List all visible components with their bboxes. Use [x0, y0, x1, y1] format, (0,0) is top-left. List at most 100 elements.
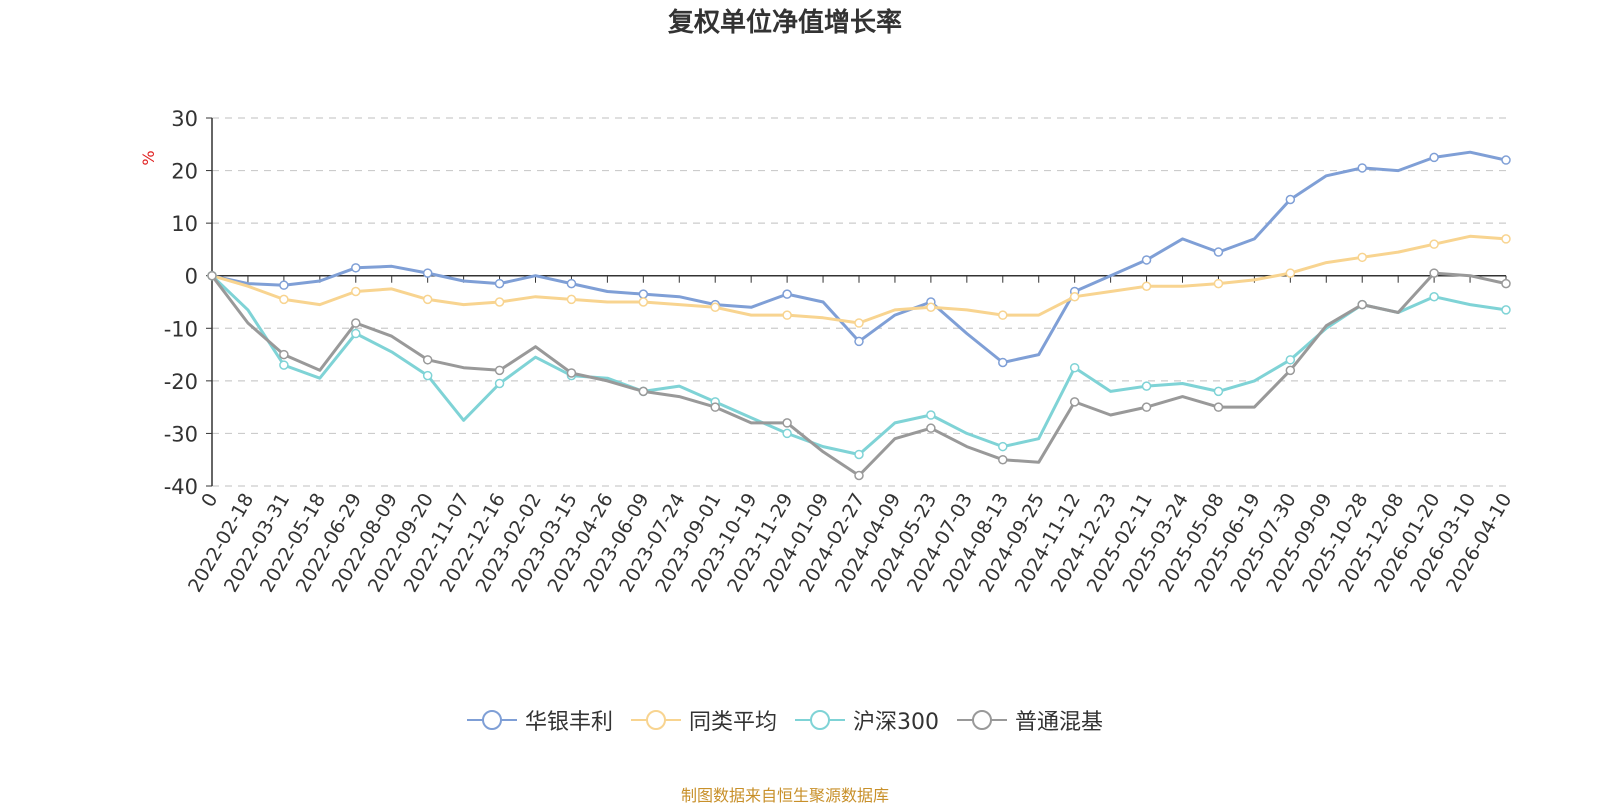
y-tick-label: 10 [171, 212, 198, 236]
data-point[interactable] [638, 386, 649, 397]
data-point[interactable] [1213, 386, 1224, 397]
legend-label: 同类平均 [688, 710, 777, 735]
chart-title: 复权单位净值增长率 [667, 8, 902, 38]
x-tick-label: 0 [197, 490, 222, 511]
data-point[interactable] [710, 302, 720, 313]
data-point[interactable] [1357, 163, 1367, 173]
legend: 华银丰利 同类平均 沪深300 普通混基 [0, 704, 1570, 736]
legend-line-marker-icon [630, 710, 681, 730]
data-point[interactable] [998, 454, 1008, 465]
data-point[interactable] [854, 336, 864, 347]
legend-item-mixed-fund[interactable]: 普通混基 [957, 704, 1103, 736]
series-3 [207, 268, 1511, 481]
y-tick-label: -20 [164, 370, 198, 394]
y-tick-label: 0 [185, 265, 198, 289]
data-point[interactable] [1429, 239, 1439, 249]
data-point[interactable] [1141, 381, 1152, 391]
data-point[interactable] [926, 302, 936, 313]
y-axis-unit-label: % [139, 150, 158, 165]
data-point[interactable] [1141, 255, 1152, 265]
y-tick-label: 20 [171, 160, 198, 184]
data-point[interactable] [1357, 252, 1367, 263]
data-point[interactable] [1285, 194, 1296, 205]
series-layer [207, 150, 1511, 481]
data-point[interactable] [854, 470, 864, 481]
data-point[interactable] [351, 263, 361, 273]
data-point[interactable] [710, 402, 720, 412]
data-point[interactable] [782, 418, 792, 428]
data-point[interactable] [279, 280, 289, 290]
data-point[interactable] [638, 297, 649, 307]
data-point[interactable] [494, 378, 505, 389]
data-point[interactable] [1141, 402, 1152, 412]
series-line[interactable] [210, 271, 1507, 477]
data-point[interactable] [1357, 299, 1367, 310]
data-point[interactable] [638, 289, 649, 299]
data-point[interactable] [566, 294, 577, 305]
data-point[interactable] [782, 428, 792, 439]
legend-line-marker-icon [957, 710, 1007, 730]
data-point[interactable] [422, 268, 433, 278]
series-line[interactable] [211, 150, 1507, 364]
y-tick-label: 30 [171, 107, 198, 131]
data-point[interactable] [1069, 291, 1080, 302]
data-point[interactable] [1213, 278, 1224, 289]
data-point[interactable] [351, 328, 361, 339]
legend-item-peer-average[interactable]: 同类平均 [630, 704, 777, 736]
data-point[interactable] [1285, 355, 1296, 365]
data-point[interactable] [1501, 305, 1511, 315]
data-point[interactable] [854, 449, 864, 460]
data-point[interactable] [566, 368, 577, 378]
data-point[interactable] [1501, 155, 1511, 165]
data-point[interactable] [1069, 362, 1080, 373]
data-point[interactable] [279, 294, 289, 305]
legend-item-huayin[interactable]: 华银丰利 [466, 704, 613, 736]
data-point[interactable] [1501, 234, 1511, 244]
source-note: 制图数据来自恒生聚源数据库 [680, 786, 889, 805]
data-point[interactable] [207, 270, 217, 281]
grid-layer [212, 117, 1506, 487]
legend-label: 沪深300 [853, 710, 939, 735]
data-point[interactable] [782, 310, 792, 320]
data-point[interactable] [782, 289, 792, 299]
data-point[interactable] [279, 360, 289, 370]
data-point[interactable] [422, 355, 433, 365]
legend-label: 华银丰利 [524, 710, 613, 735]
data-point[interactable] [494, 365, 505, 376]
data-point[interactable] [1429, 268, 1439, 278]
legend-line-marker-icon [466, 710, 517, 730]
data-point[interactable] [998, 357, 1008, 368]
data-point[interactable] [998, 441, 1008, 452]
legend-line-marker-icon [795, 710, 845, 730]
data-point[interactable] [926, 410, 936, 420]
data-point[interactable] [1285, 365, 1296, 376]
data-point[interactable] [494, 278, 505, 289]
data-point[interactable] [1141, 281, 1152, 291]
data-point[interactable] [1285, 268, 1296, 278]
legend-label: 普通混基 [1015, 710, 1104, 735]
data-point[interactable] [422, 370, 433, 381]
data-point[interactable] [351, 318, 361, 328]
y-tick-label: -40 [164, 475, 198, 499]
series-2 [207, 270, 1511, 460]
axis-layer: 3020100-10-20-30-4002022-02-182022-03-31… [164, 107, 1517, 596]
data-point[interactable] [566, 278, 577, 289]
data-point[interactable] [998, 310, 1008, 320]
data-point[interactable] [1429, 152, 1439, 163]
data-point[interactable] [351, 286, 361, 297]
data-point[interactable] [926, 423, 936, 433]
data-point[interactable] [1429, 291, 1439, 302]
data-point[interactable] [1069, 397, 1080, 407]
series-line[interactable] [210, 274, 1507, 456]
data-point[interactable] [854, 318, 864, 328]
data-point[interactable] [422, 294, 433, 305]
data-point[interactable] [1501, 278, 1511, 289]
data-point[interactable] [279, 349, 289, 360]
series-1 [207, 234, 1511, 328]
data-point[interactable] [1213, 247, 1224, 257]
data-point[interactable] [494, 297, 505, 307]
data-point[interactable] [1213, 402, 1224, 412]
legend-item-csi300[interactable]: 沪深300 [795, 704, 939, 736]
series-0 [207, 150, 1511, 368]
